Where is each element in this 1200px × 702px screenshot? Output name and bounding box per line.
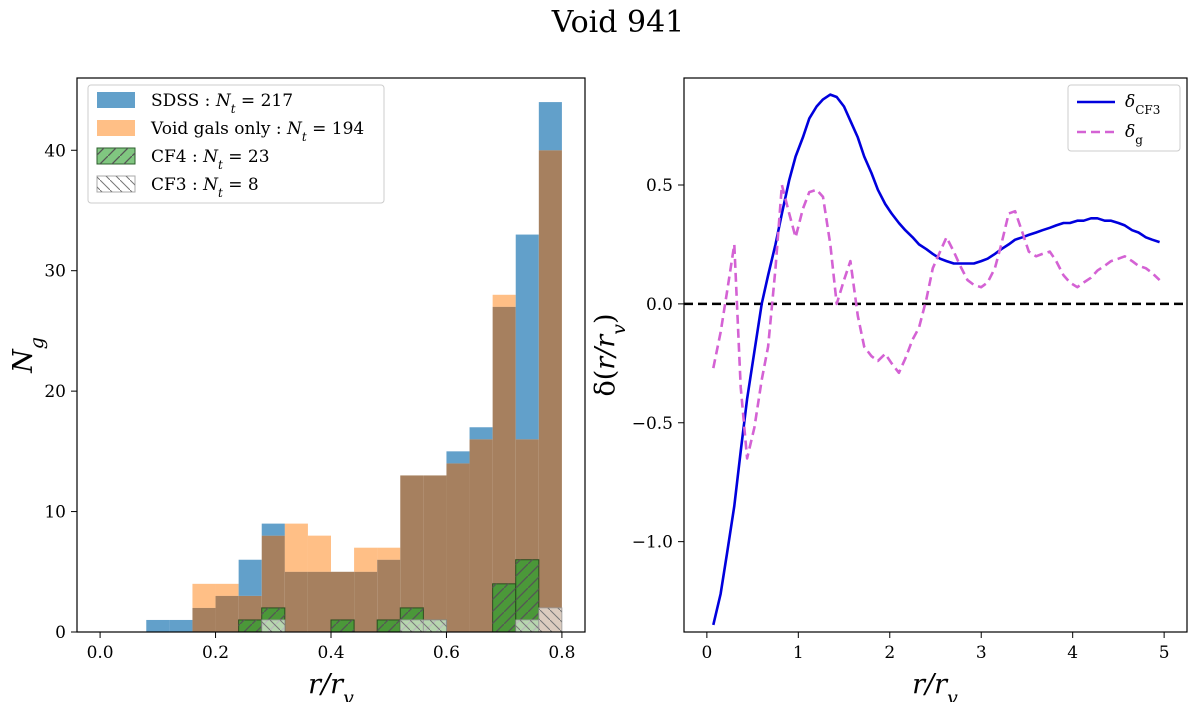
bar-void-gals [307, 535, 331, 572]
bar-sdss-void-overlap [492, 306, 516, 632]
density-x-ticks: 0 1 2 3 4 5 [701, 632, 1170, 663]
density-panel: 0 1 2 3 4 5 −1.0 −0.5 0.0 0.5 r/rv δ(r/rv) δCF3 … [590, 77, 1188, 702]
legend-swatch-cf3-hatch [97, 176, 135, 192]
figure-title: Void 941 [551, 5, 685, 40]
density-legend-frame [1067, 84, 1181, 152]
y-tick-label: 0 [55, 623, 66, 643]
x-tick-label: 4 [1067, 643, 1078, 663]
bar-sdss-void-overlap [354, 571, 378, 632]
bar-sdss-void-overlap [307, 571, 331, 632]
histogram-legend: SDSS : Nt = 217 Void gals only : Nt = 19… [87, 84, 385, 204]
bar-void-gals [192, 583, 216, 608]
histogram-panel: 0.0 0.2 0.4 0.6 0.8 0 10 20 30 40 r/rv Ng SDSS :… [8, 77, 586, 702]
bar-void-gals [284, 523, 308, 572]
legend-swatch-void [97, 120, 135, 136]
y-tick-label: 0.5 [646, 176, 673, 196]
bar-sdss-void-overlap [284, 571, 308, 632]
legend-label-delta-cf3: δCF3 [1125, 92, 1160, 117]
legend-swatch-cf4-hatch [97, 148, 135, 164]
bar-sdss-void-overlap [423, 475, 447, 632]
bar-cf4-hatch [331, 619, 355, 632]
bar-sdss-void-overlap [192, 607, 216, 632]
x-tick-label: 0 [701, 643, 712, 663]
bar-sdss-void-overlap [331, 571, 355, 632]
bar-sdss-void-overlap [400, 475, 424, 632]
y-tick-label: 20 [44, 382, 66, 402]
legend-label-delta-g: δg [1125, 122, 1143, 147]
bar-void-gals [492, 294, 516, 307]
bar-sdss-void-overlap [377, 559, 401, 632]
bar-sdss-void-overlap [215, 595, 239, 632]
y-tick-label: 0.0 [646, 295, 673, 315]
density-legend: δCF3 δg [1067, 84, 1181, 152]
x-tick-label: 0.4 [317, 643, 344, 663]
x-tick-label: 0.6 [433, 643, 460, 663]
density-y-axis-label: δ(r/rv) [590, 314, 630, 397]
x-tick-label: 2 [884, 643, 895, 663]
density-lines [684, 93, 1187, 626]
bar-cf3-hatch [538, 607, 562, 632]
x-tick-label: 0.2 [202, 643, 229, 663]
histogram-bars [146, 102, 563, 632]
bar-void-gals [377, 547, 401, 560]
y-tick-label: 40 [44, 141, 66, 161]
histogram-legend-frame [87, 84, 385, 204]
series-line-delta-g [712, 183, 1161, 460]
bar-sdss-void-overlap [469, 439, 493, 632]
bar-cf3-hatch [400, 619, 424, 632]
y-tick-label: 30 [44, 262, 66, 282]
bar-sdss [238, 559, 262, 596]
bar-cf3-hatch [423, 619, 447, 632]
bar-sdss [446, 451, 470, 464]
series-line-delta-cf3 [712, 93, 1161, 626]
histogram-x-ticks: 0.0 0.2 0.4 0.6 0.8 [87, 632, 575, 663]
x-tick-label: 1 [793, 643, 804, 663]
bar-cf4-hatch [515, 559, 539, 632]
x-tick-label: 5 [1159, 643, 1170, 663]
bar-sdss [469, 427, 493, 440]
y-tick-label: −0.5 [632, 414, 673, 434]
histogram-y-ticks: 0 10 20 30 40 [44, 141, 77, 643]
bar-sdss [515, 234, 539, 440]
bar-sdss [261, 523, 285, 536]
x-tick-label: 3 [976, 643, 987, 663]
bar-cf4-hatch [377, 619, 401, 632]
bar-cf4-hatch [238, 619, 262, 632]
histogram-y-axis-label: Ng [8, 337, 48, 374]
bar-sdss-void-overlap [446, 463, 470, 632]
bar-void-gals [215, 583, 239, 596]
bar-sdss [169, 619, 193, 632]
bar-cf4-hatch [492, 583, 516, 632]
density-frame [683, 77, 1188, 633]
y-tick-label: −1.0 [632, 533, 673, 553]
bar-sdss [538, 102, 562, 151]
histogram-x-axis-label: r/rv [308, 669, 354, 702]
density-x-axis-label: r/rv [912, 669, 958, 702]
y-tick-label: 10 [44, 503, 66, 523]
bar-sdss [146, 619, 170, 632]
bar-cf3-hatch [515, 619, 539, 632]
bar-sdss-void-overlap [538, 150, 562, 632]
density-y-ticks: −1.0 −0.5 0.0 0.5 [632, 176, 684, 553]
x-tick-label: 0.0 [87, 643, 114, 663]
bar-void-gals [354, 547, 378, 572]
bar-cf3-hatch [261, 619, 285, 632]
x-tick-label: 0.8 [548, 643, 575, 663]
legend-swatch-sdss [97, 92, 135, 108]
